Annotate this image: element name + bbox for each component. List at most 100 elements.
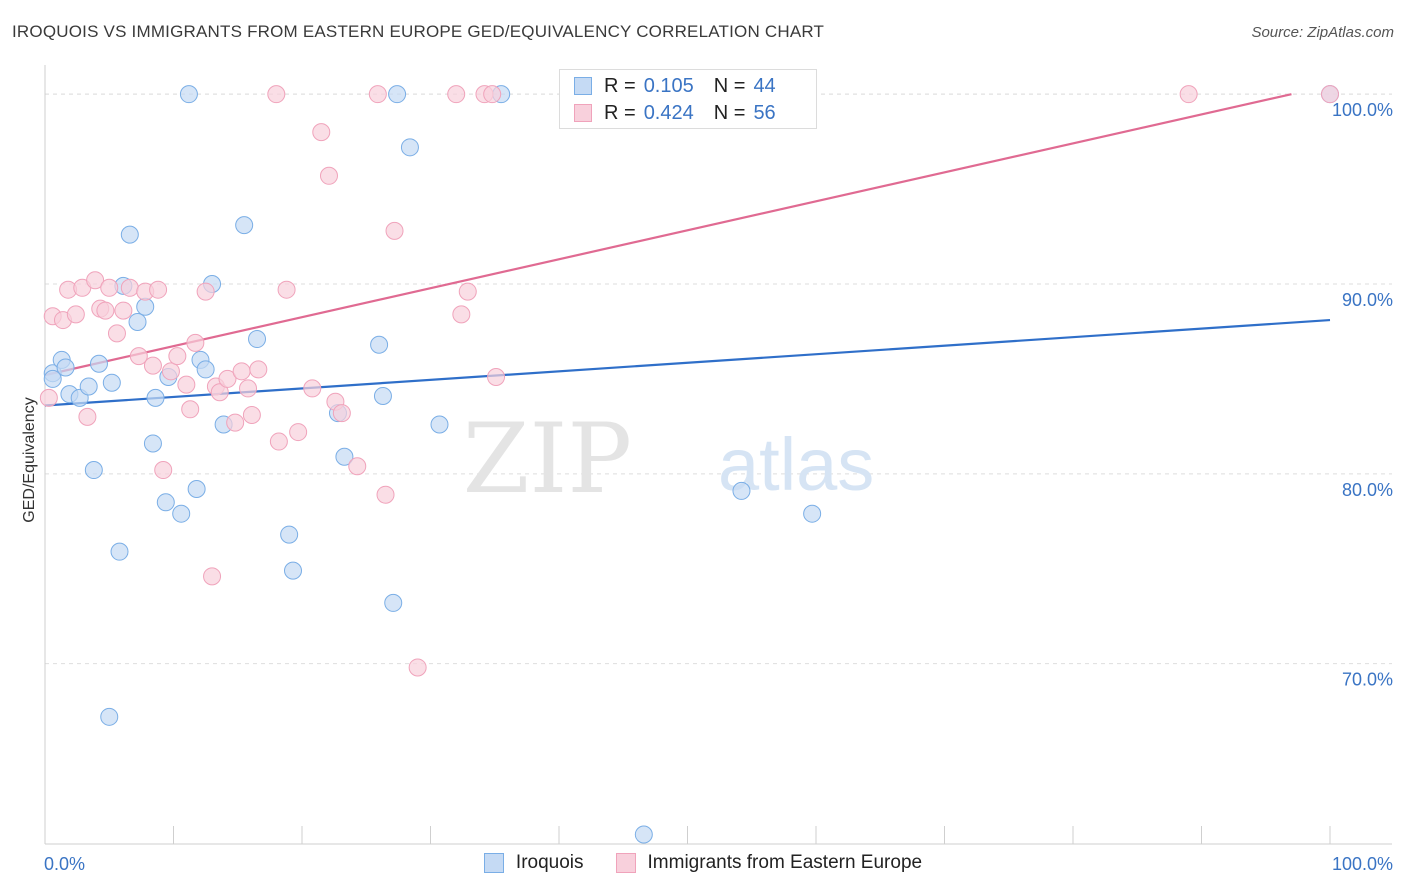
point-eastern-europe	[483, 85, 502, 104]
x-tick-label: 0.0%	[44, 854, 85, 874]
point-eastern-europe	[186, 333, 205, 352]
y-tick-label: 90.0%	[1342, 290, 1393, 310]
point-eastern-europe	[312, 123, 331, 142]
n-label: N =	[713, 101, 746, 124]
point-iroquois	[102, 373, 121, 392]
point-eastern-europe	[96, 301, 115, 320]
y-tick-label: 100.0%	[1332, 100, 1393, 120]
point-iroquois	[388, 85, 407, 104]
legend-item-iroquois[interactable]: Iroquois	[483, 852, 584, 874]
tick-labels: 70.0% 80.0% 90.0% 100.0% 0.0% 100.0%	[44, 100, 1393, 874]
point-iroquois	[56, 358, 75, 377]
legend-swatch-blue	[574, 77, 592, 95]
point-eastern-europe	[368, 85, 387, 104]
point-eastern-europe	[232, 362, 251, 381]
point-eastern-europe	[107, 324, 126, 343]
point-eastern-europe	[303, 379, 322, 398]
point-eastern-europe	[458, 282, 477, 301]
point-eastern-europe	[332, 404, 351, 423]
point-eastern-europe	[161, 362, 180, 381]
point-eastern-europe	[1179, 85, 1198, 104]
watermark: ZIP atlas	[463, 403, 875, 515]
point-iroquois	[803, 504, 822, 523]
point-eastern-europe	[289, 423, 308, 442]
point-eastern-europe	[239, 379, 258, 398]
point-iroquois	[43, 369, 62, 388]
gridlines	[45, 93, 1392, 665]
point-eastern-europe	[348, 457, 367, 476]
point-iroquois	[156, 493, 175, 512]
point-eastern-europe	[447, 85, 466, 104]
point-iroquois	[235, 216, 254, 235]
point-iroquois	[400, 138, 419, 157]
y-axis-label: GED/Equivalency	[21, 397, 38, 522]
point-iroquois	[110, 542, 129, 561]
legend-swatch-eastern-europe	[615, 853, 636, 873]
point-eastern-europe	[487, 368, 506, 387]
point-iroquois	[89, 354, 108, 373]
point-iroquois	[732, 481, 751, 500]
point-eastern-europe	[267, 85, 286, 104]
point-iroquois	[430, 415, 449, 434]
stats-legend: R = 0.105 N = 44 R = 0.424 N = 56	[559, 69, 817, 129]
point-iroquois	[196, 360, 215, 379]
point-iroquois	[384, 593, 403, 612]
data-points	[39, 85, 1339, 844]
point-iroquois	[248, 330, 267, 349]
point-eastern-europe	[203, 567, 222, 586]
point-iroquois	[284, 561, 303, 580]
point-iroquois	[84, 461, 103, 480]
point-iroquois	[172, 504, 191, 523]
point-eastern-europe	[269, 432, 288, 451]
point-eastern-europe	[100, 278, 119, 297]
y-tick-label: 70.0%	[1342, 670, 1393, 690]
watermark-zip: ZIP	[463, 403, 632, 515]
point-eastern-europe	[242, 405, 261, 424]
point-eastern-europe	[66, 305, 85, 324]
point-iroquois	[370, 335, 389, 354]
point-eastern-europe	[196, 282, 215, 301]
trend-line-iroquois	[44, 318, 1331, 407]
point-iroquois	[79, 377, 98, 396]
r-value: 0.424	[643, 101, 694, 124]
point-eastern-europe	[452, 305, 471, 324]
point-eastern-europe	[1321, 85, 1339, 104]
trend-lines	[44, 93, 1331, 407]
point-iroquois	[136, 297, 155, 316]
point-eastern-europe	[181, 400, 200, 419]
point-eastern-europe	[168, 347, 187, 366]
point-iroquois	[373, 387, 392, 405]
point-iroquois	[143, 434, 162, 453]
point-eastern-europe	[376, 485, 395, 504]
x-tick-label: 100.0%	[1332, 854, 1393, 874]
point-iroquois	[280, 525, 299, 544]
n-value: 56	[753, 101, 776, 124]
legend-row-eastern-europe: R = 0.424 N = 56	[574, 100, 796, 126]
legend-swatch-pink	[574, 104, 592, 122]
r-label: R =	[604, 101, 636, 124]
point-eastern-europe	[210, 383, 229, 402]
series-legend: Iroquois Immigrants from Eastern Europe	[0, 852, 1406, 874]
point-eastern-europe	[143, 356, 162, 375]
point-eastern-europe	[226, 413, 245, 432]
point-eastern-europe	[277, 280, 296, 299]
y-tick-label: 80.0%	[1342, 480, 1393, 500]
point-eastern-europe	[39, 388, 58, 407]
point-eastern-europe	[177, 375, 196, 394]
legend-item-eastern-europe[interactable]: Immigrants from Eastern Europe	[615, 852, 922, 874]
chart-title: IROQUOIS VS IMMIGRANTS FROM EASTERN EURO…	[12, 22, 825, 41]
point-iroquois	[128, 312, 147, 331]
point-eastern-europe	[319, 166, 338, 185]
point-eastern-europe	[86, 271, 105, 290]
point-eastern-europe	[129, 347, 148, 366]
point-iroquois	[100, 707, 119, 726]
point-eastern-europe	[114, 301, 133, 320]
point-eastern-europe	[78, 407, 97, 426]
n-value: 44	[753, 74, 776, 97]
point-iroquois	[179, 85, 198, 104]
point-eastern-europe	[218, 369, 237, 388]
point-eastern-europe	[149, 280, 168, 299]
point-eastern-europe	[385, 221, 404, 240]
axes	[44, 65, 1392, 845]
